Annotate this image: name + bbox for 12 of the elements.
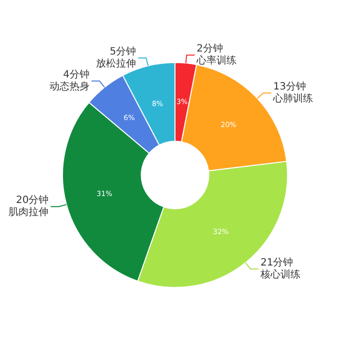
slice-label: 心率训练: [196, 54, 237, 67]
data-label: 2分钟: [196, 42, 224, 55]
slice-label: 核心训练: [259, 268, 300, 281]
data-label: 13分钟: [273, 80, 306, 93]
data-label: 20分钟: [16, 194, 49, 206]
data-label: 5分钟: [110, 46, 136, 58]
slice-label: 放松拉伸: [96, 58, 136, 70]
slice-label: 动态热身: [50, 80, 90, 93]
data-label: 21分钟: [260, 256, 294, 269]
data-label: 4分钟: [63, 68, 90, 81]
slice-label: 肌肉拉伸: [8, 206, 49, 218]
slice-label: 心肺训练: [272, 92, 314, 105]
